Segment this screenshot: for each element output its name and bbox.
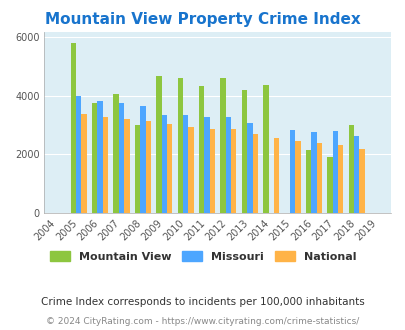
Bar (177, 78, 183, 213)
Bar (241, 90, 247, 213)
Bar (252, 134, 257, 213)
Bar (140, 106, 145, 213)
Bar (145, 121, 151, 213)
Bar (134, 125, 140, 213)
Bar (161, 115, 166, 213)
Bar (273, 138, 279, 213)
Bar (305, 150, 311, 213)
Bar (225, 117, 230, 213)
Bar (81, 114, 87, 213)
Bar (204, 117, 209, 213)
Bar (102, 117, 108, 213)
Bar (92, 103, 97, 213)
Bar (332, 131, 337, 213)
Bar (124, 119, 129, 213)
Text: Crime Index corresponds to incidents per 100,000 inhabitants: Crime Index corresponds to incidents per… (41, 297, 364, 307)
Bar (230, 129, 236, 213)
Bar (353, 136, 358, 213)
Bar (294, 141, 300, 213)
Text: Mountain View Property Crime Index: Mountain View Property Crime Index (45, 12, 360, 26)
Bar (156, 76, 161, 213)
Bar (209, 129, 215, 213)
Bar (316, 143, 321, 213)
Bar (76, 96, 81, 213)
Bar (97, 101, 102, 213)
Text: © 2024 CityRating.com - https://www.cityrating.com/crime-statistics/: © 2024 CityRating.com - https://www.city… (46, 317, 359, 326)
Bar (311, 132, 316, 213)
Bar (70, 43, 76, 213)
Bar (183, 115, 188, 213)
Bar (247, 123, 252, 213)
Bar (326, 157, 332, 213)
Bar (113, 94, 119, 213)
Bar (220, 78, 225, 213)
Bar (348, 124, 353, 213)
Bar (166, 124, 172, 213)
Bar (358, 149, 364, 213)
Bar (188, 127, 193, 213)
Bar (289, 130, 294, 213)
Bar (337, 145, 343, 213)
Bar (198, 86, 204, 213)
Bar (119, 103, 124, 213)
Legend: Mountain View, Missouri, National: Mountain View, Missouri, National (45, 247, 360, 267)
Bar (262, 85, 268, 213)
